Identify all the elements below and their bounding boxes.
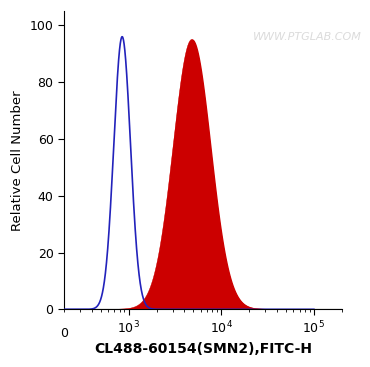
X-axis label: CL488-60154(SMN2),FITC-H: CL488-60154(SMN2),FITC-H [94, 342, 312, 356]
Text: WWW.PTGLAB.COM: WWW.PTGLAB.COM [253, 32, 362, 42]
Text: 0: 0 [60, 327, 68, 340]
Y-axis label: Relative Cell Number: Relative Cell Number [11, 90, 24, 230]
